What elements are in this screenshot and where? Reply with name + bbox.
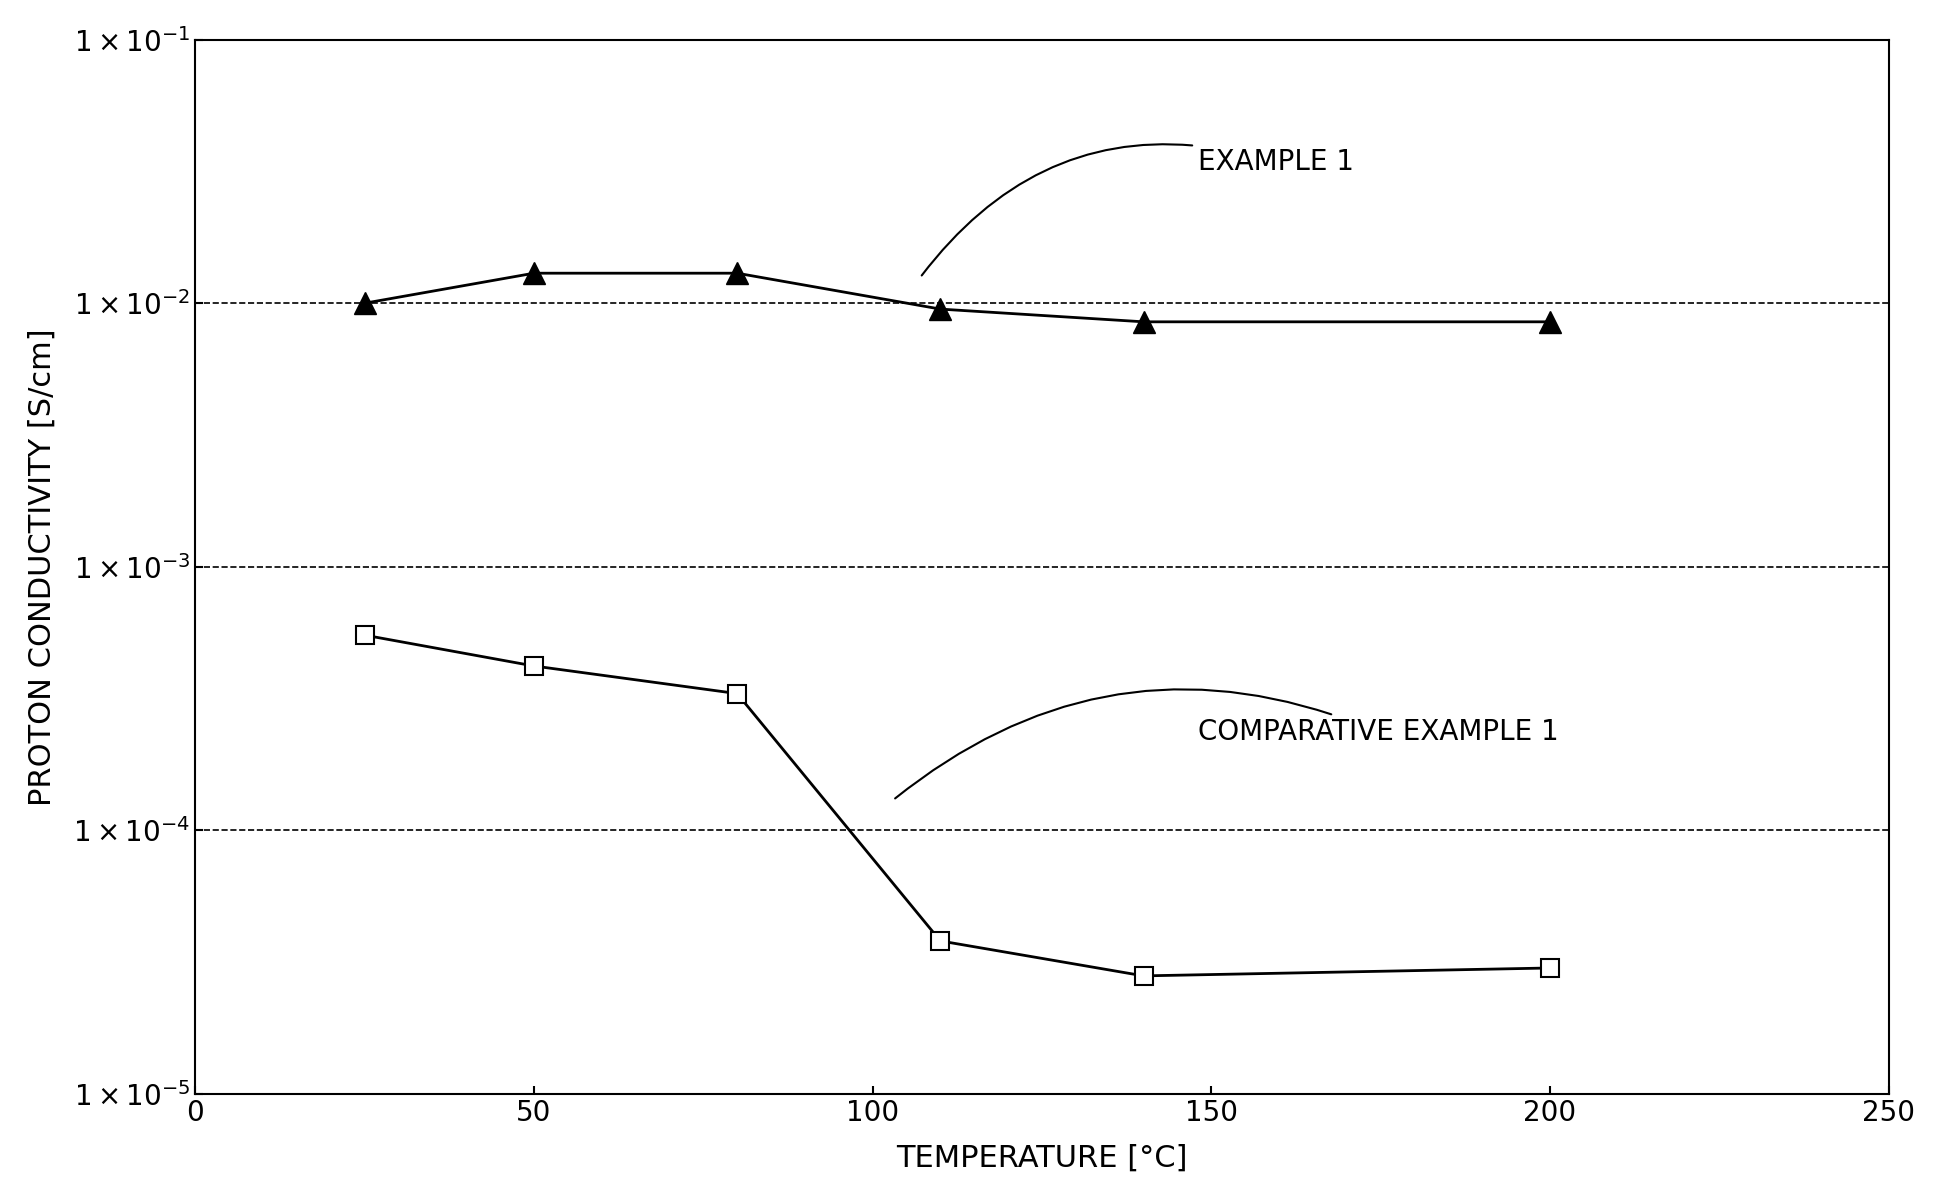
- Y-axis label: PROTON CONDUCTIVITY [S/cm]: PROTON CONDUCTIVITY [S/cm]: [27, 328, 56, 805]
- X-axis label: TEMPERATURE [°C]: TEMPERATURE [°C]: [896, 1144, 1187, 1172]
- Text: EXAMPLE 1: EXAMPLE 1: [921, 144, 1354, 276]
- Text: COMPARATIVE EXAMPLE 1: COMPARATIVE EXAMPLE 1: [896, 689, 1558, 798]
